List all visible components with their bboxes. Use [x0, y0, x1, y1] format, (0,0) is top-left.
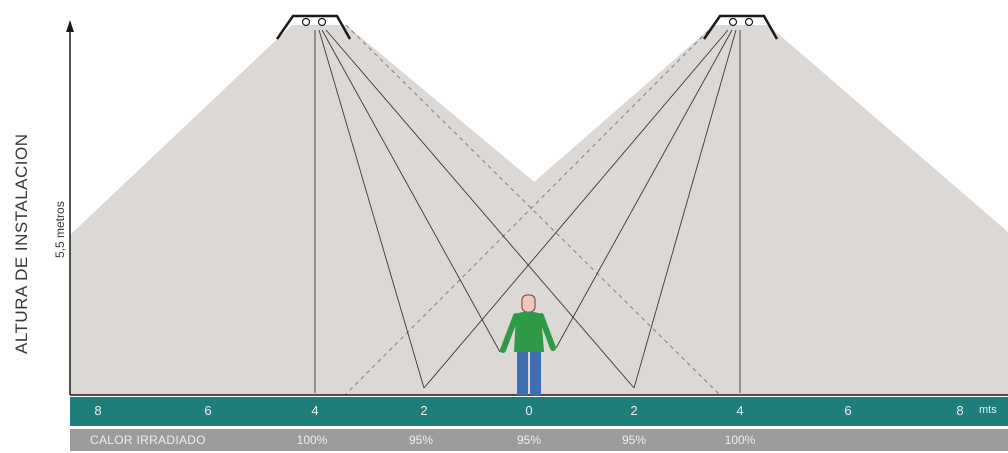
right-cone-dashed-edge: [344, 24, 715, 396]
distance-tick: 8: [94, 403, 102, 418]
distance-tick: 6: [844, 403, 852, 418]
distance-tick: 8: [956, 403, 964, 418]
right-heater-rays: [423, 29, 741, 393]
distance-tick: 0: [525, 403, 533, 418]
distance-tick: 4: [736, 403, 744, 418]
heat-value: 95%: [516, 433, 542, 447]
infrared-heater-icon: [275, 14, 352, 40]
height-label: 5,5 metros: [53, 201, 67, 258]
distance-tick: 6: [204, 403, 212, 418]
height-axis-arrow: [66, 20, 74, 32]
infrared-heater-icon: [702, 14, 779, 40]
heat-value: 95%: [621, 433, 647, 447]
heat-radiated-bar: CALOR IRRADIADO 100% 95% 95% 95% 100%: [70, 429, 1008, 451]
distance-tick: 2: [420, 403, 428, 418]
left-heater-rays: [314, 29, 635, 393]
heat-value: 100%: [296, 433, 328, 447]
heat-value: 100%: [724, 433, 756, 447]
person-icon: [500, 294, 556, 395]
heat-title: CALOR IRRADIADO: [90, 433, 206, 447]
right-heater-coverage-cone: [290, 25, 1008, 395]
distance-tick: 4: [311, 403, 319, 418]
distance-scale-bar: 8 6 4 2 0 2 4 6 8 mts: [70, 397, 1008, 426]
distance-tick: 2: [630, 403, 638, 418]
axis-title: ALTURA DE INSTALACION: [12, 133, 31, 354]
distance-unit: mts: [979, 404, 997, 416]
heat-value: 95%: [408, 433, 434, 447]
